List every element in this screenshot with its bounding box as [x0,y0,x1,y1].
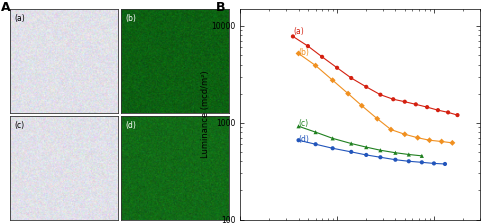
Point [328,137,336,140]
Text: (a): (a) [14,14,25,23]
Point [389,97,396,101]
Point [311,64,319,67]
Point [347,76,354,80]
Point [362,145,369,149]
Y-axis label: Luminance (mcd/m²): Luminance (mcd/m²) [200,70,209,158]
Point [347,150,354,154]
Point [429,162,437,165]
Text: (c): (c) [14,121,24,130]
Point [404,153,412,156]
Text: (d): (d) [298,135,309,144]
Point [413,136,421,140]
Point [362,153,369,157]
Point [294,138,302,142]
Point [328,78,336,82]
Point [376,149,383,152]
Text: (b): (b) [125,14,136,23]
Point [357,104,365,108]
Point [448,141,455,145]
Point [376,93,383,97]
Point [376,155,383,159]
Text: A: A [1,0,11,13]
Point [294,52,302,55]
Point [386,128,394,131]
Point [333,66,340,70]
Point [303,44,311,48]
Point [362,85,369,89]
Point [417,161,425,164]
Point [391,151,398,155]
Point [328,146,336,150]
Point [400,133,408,136]
Point [453,113,460,117]
Point [373,117,380,121]
Text: (b): (b) [298,48,309,57]
Point [423,105,430,109]
Point [437,140,445,143]
Point [443,111,451,114]
Point [311,130,319,134]
Text: (c): (c) [298,119,308,128]
Point [404,159,412,163]
Point [288,35,296,38]
Point [391,158,398,162]
Point [344,92,351,95]
Point [440,162,448,166]
Point [318,55,325,59]
Text: (a): (a) [292,27,303,37]
Text: (d): (d) [125,121,136,130]
Point [425,138,433,142]
Point [311,142,319,146]
Point [411,103,419,106]
Point [294,125,302,128]
Point [433,108,441,112]
Point [400,100,408,103]
Point [347,142,354,145]
Point [417,154,425,158]
Text: B: B [216,0,225,13]
